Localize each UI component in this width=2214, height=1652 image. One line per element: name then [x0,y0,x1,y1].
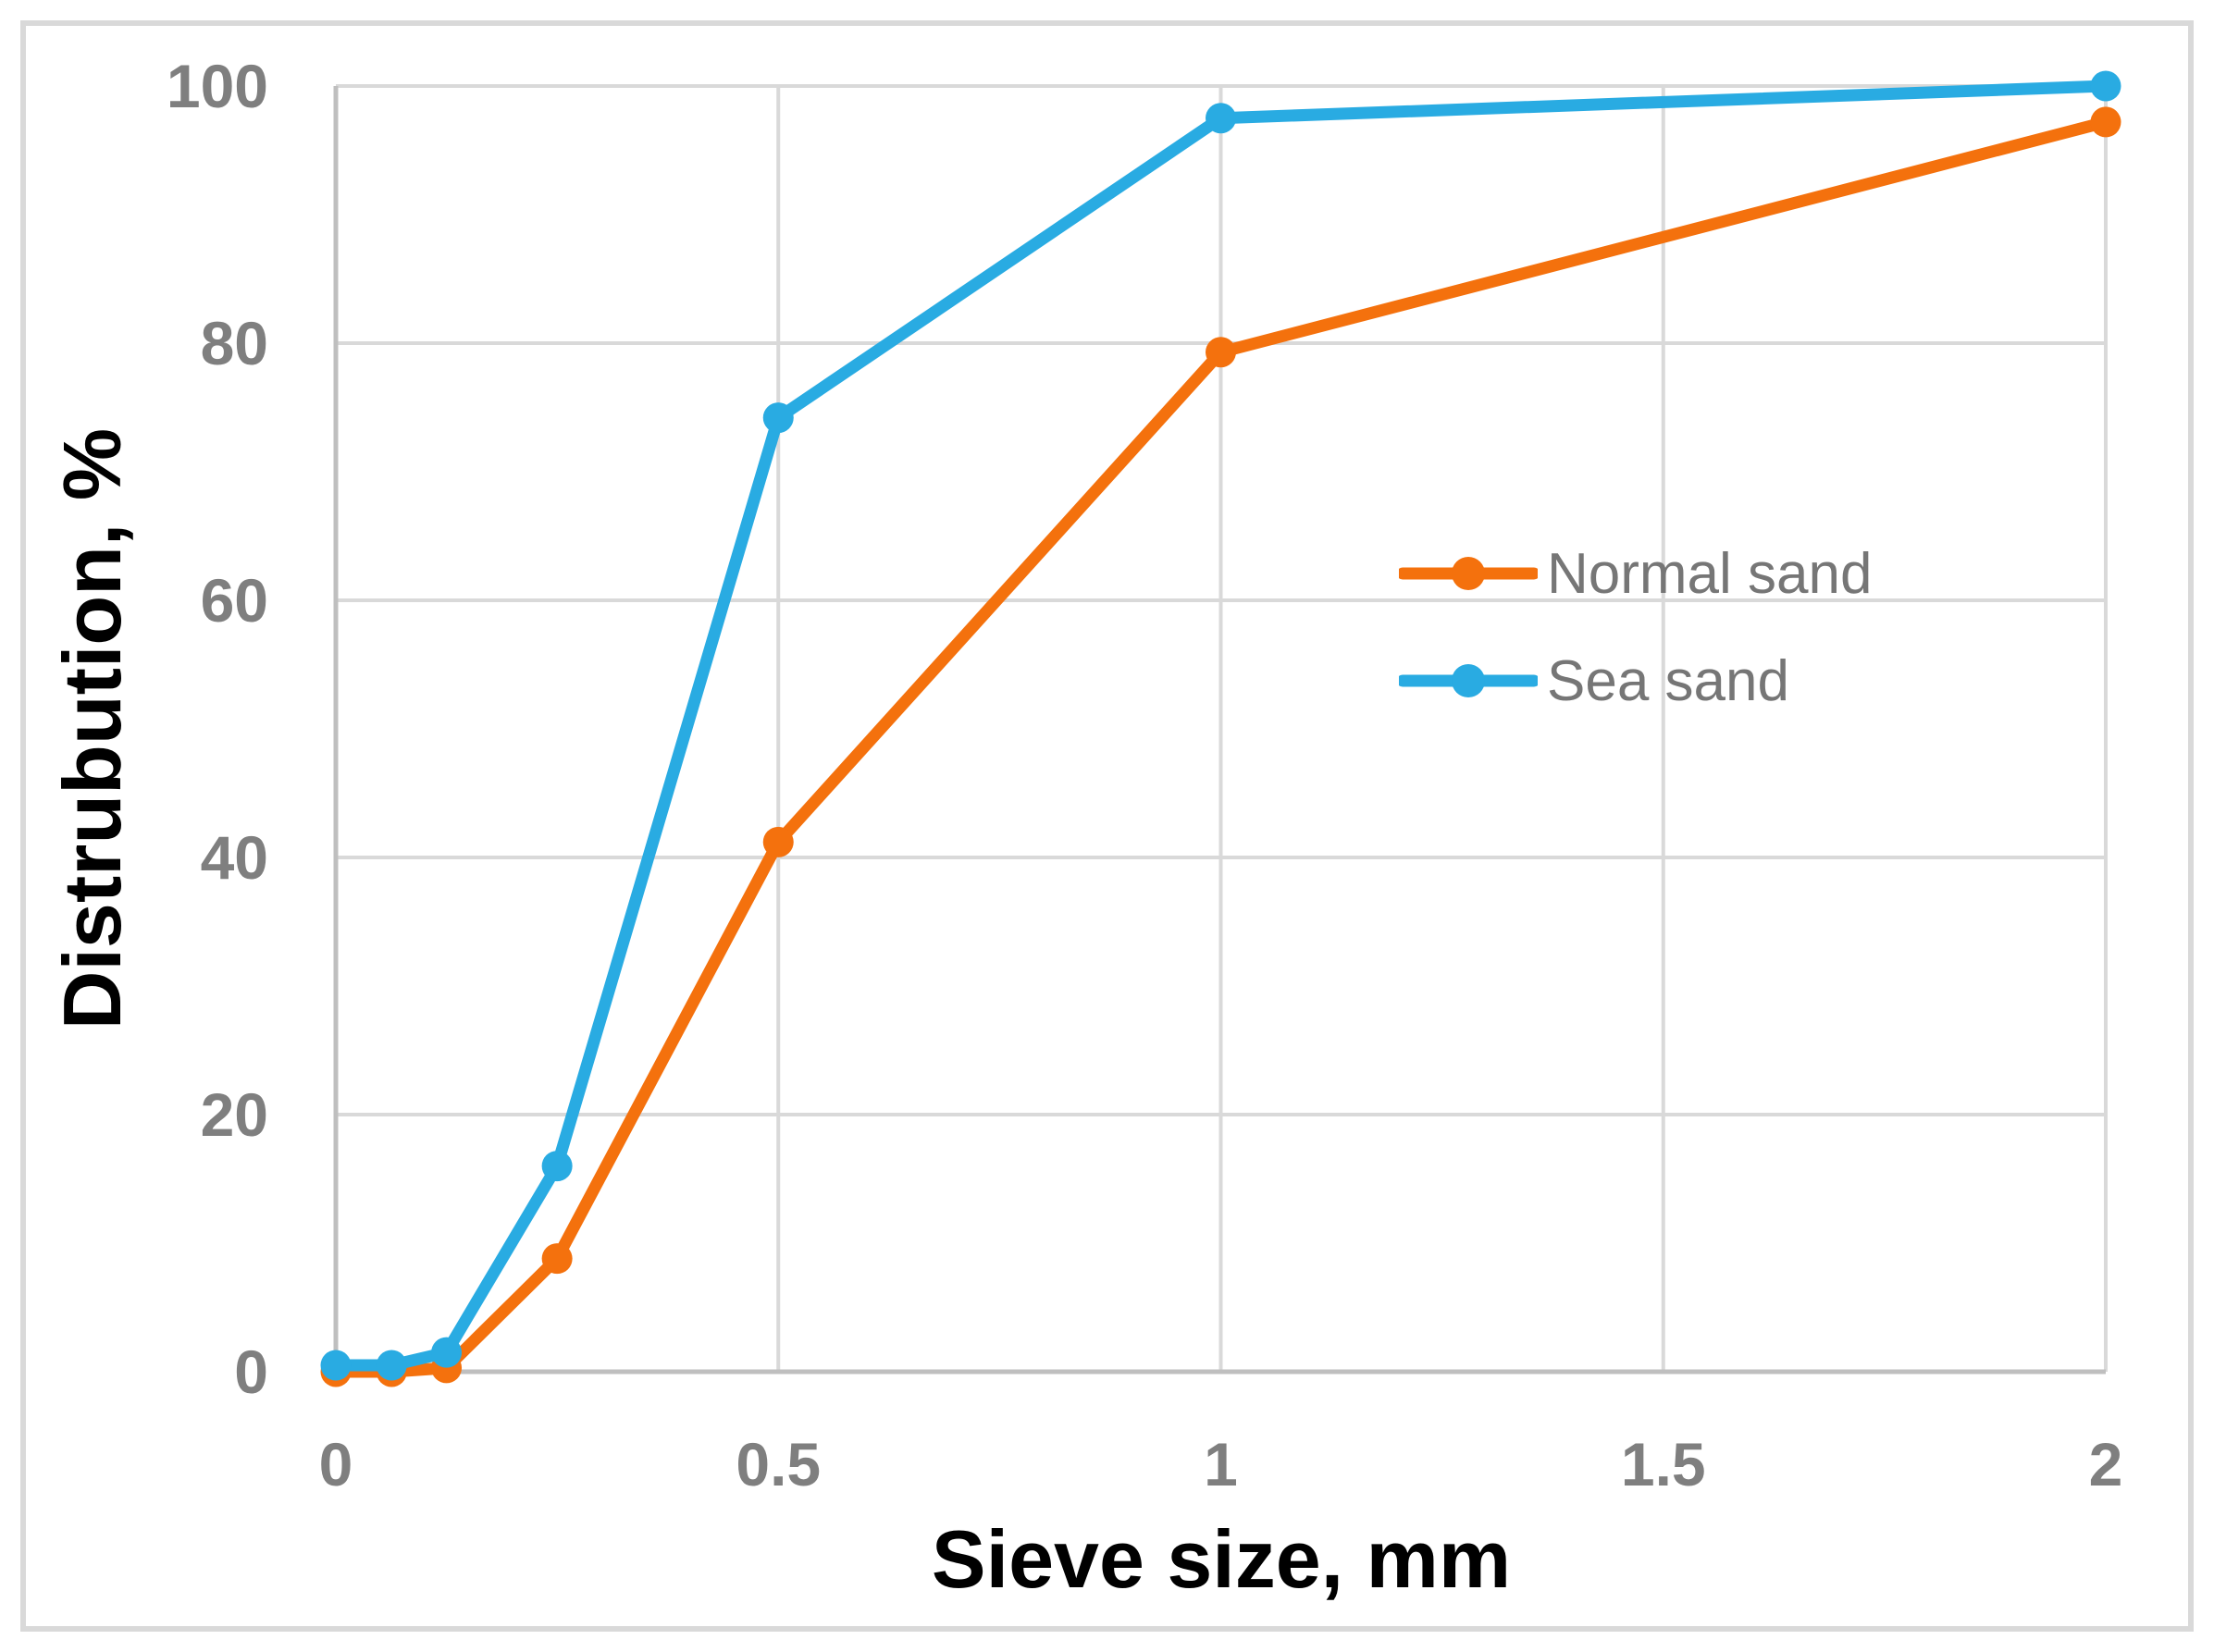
y-tick-label: 60 [201,566,268,635]
x-tick-label: 1 [1204,1430,1238,1498]
y-tick-label: 40 [201,823,268,892]
data-point-sea-sand [2090,70,2121,102]
legend-item-sea-sand: Sea sand [1399,646,1872,716]
data-point-sea-sand [1206,103,1236,134]
x-tick-label: 0 [319,1430,353,1498]
x-tick-label: 1.5 [1621,1430,1706,1498]
legend-item-normal-sand: Normal sand [1399,538,1872,609]
normal-sand-line-marker-icon [1399,557,1538,590]
data-point-sea-sand [541,1151,573,1182]
data-point-normal-sand [2090,106,2121,138]
data-point-sea-sand [376,1350,407,1381]
y-tick-label: 20 [201,1080,268,1149]
data-point-normal-sand [762,826,794,857]
data-point-sea-sand [431,1337,463,1368]
data-point-normal-sand [1206,337,1236,368]
y-axis-title: Distrubution, % [46,427,138,1030]
sea-sand-line-marker-icon [1399,664,1538,697]
data-point-sea-sand [762,402,794,434]
legend-label-normal-sand: Normal sand [1547,541,1873,606]
legend: Normal sand Sea sand [1399,538,1872,716]
x-tick-label: 0.5 [736,1430,821,1498]
x-axis-title: Sieve size, mm [931,1513,1512,1605]
y-tick-label: 0 [234,1338,268,1406]
y-tick-label: 80 [201,309,268,377]
x-tick-label: 2 [2089,1430,2123,1498]
data-point-sea-sand [320,1350,352,1381]
y-tick-label: 100 [167,52,268,120]
data-point-normal-sand [541,1243,573,1275]
legend-label-sea-sand: Sea sand [1547,648,1789,713]
chart-border [20,20,2194,1632]
